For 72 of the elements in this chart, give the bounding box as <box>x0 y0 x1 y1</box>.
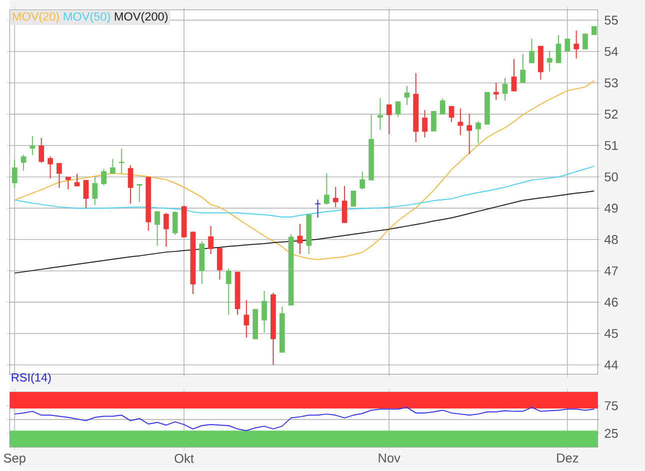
candlestick <box>332 186 338 208</box>
candlestick <box>110 158 116 174</box>
candlestick <box>502 77 508 101</box>
candlestick <box>520 54 526 84</box>
y-tick-label: 53 <box>604 78 618 88</box>
x-tick-label: Sep <box>4 454 26 466</box>
candlestick <box>217 248 222 280</box>
y-tick-label: 54 <box>604 47 618 56</box>
y-tick-label: 46 <box>604 298 618 307</box>
candlestick <box>466 113 472 155</box>
candlestick <box>582 33 588 50</box>
y-tick-label: 25 <box>604 428 618 438</box>
y-tick-label: 52 <box>604 110 618 119</box>
text: MOV(20) <box>12 12 59 24</box>
candlestick <box>324 173 330 206</box>
candlestick <box>20 154 26 172</box>
candlestick <box>30 136 36 156</box>
candlestick <box>440 98 446 115</box>
candlestick <box>56 162 62 188</box>
candlestick <box>172 210 178 236</box>
y-tick-label: 45 <box>604 329 618 338</box>
x-tick-label: Dez <box>557 454 578 463</box>
candlestick <box>404 86 410 106</box>
candlestick <box>74 173 80 187</box>
candlestick <box>360 171 366 190</box>
candlestick <box>342 186 348 224</box>
candlestick <box>458 108 464 136</box>
candlestick <box>297 223 303 255</box>
y-tick-label: 47 <box>604 266 618 276</box>
candlestick <box>556 34 562 64</box>
candlestick <box>378 97 383 130</box>
candlestick <box>564 38 570 52</box>
candlestick <box>448 106 454 123</box>
candlestick <box>546 50 552 72</box>
candlestick <box>350 190 356 208</box>
candlestick <box>493 82 499 100</box>
candlestick <box>386 104 392 135</box>
y-tick-label: 51 <box>604 141 618 150</box>
candlestick <box>154 210 160 246</box>
y-tick-label: 48 <box>604 235 618 244</box>
candlestick <box>226 268 232 316</box>
x-tick-label: Nov <box>378 454 400 463</box>
candlestick <box>574 30 580 60</box>
candlestick <box>65 176 71 190</box>
y-tick-label: 75 <box>604 401 618 410</box>
y-tick-label: 50 <box>604 172 618 182</box>
candlestick <box>38 138 44 164</box>
candlestick <box>262 290 267 334</box>
candlestick <box>529 38 534 64</box>
line-series <box>14 80 595 260</box>
candlestick <box>92 176 98 206</box>
candlestick <box>101 168 106 186</box>
text: MOV(200) <box>114 12 168 24</box>
candlestick <box>12 159 18 188</box>
candlestick <box>314 199 321 218</box>
candlestick <box>476 120 481 144</box>
candlestick <box>511 58 517 92</box>
candlestick <box>422 110 428 138</box>
candlestick <box>395 100 401 118</box>
y-tick-label: 55 <box>604 16 618 25</box>
y-tick-label: 49 <box>604 204 618 213</box>
y-tick-label: 44 <box>604 360 618 370</box>
candlestick <box>48 156 53 180</box>
candlestick <box>128 164 134 204</box>
text: MOV(50) <box>64 12 110 24</box>
candlestick <box>431 110 436 132</box>
chart-title: RSI(14) <box>12 373 51 384</box>
x-tick-label: Okt <box>174 454 194 464</box>
candlestick <box>83 180 89 209</box>
candlestick <box>244 300 250 338</box>
candlestick <box>208 226 214 255</box>
candlestick <box>164 212 169 248</box>
